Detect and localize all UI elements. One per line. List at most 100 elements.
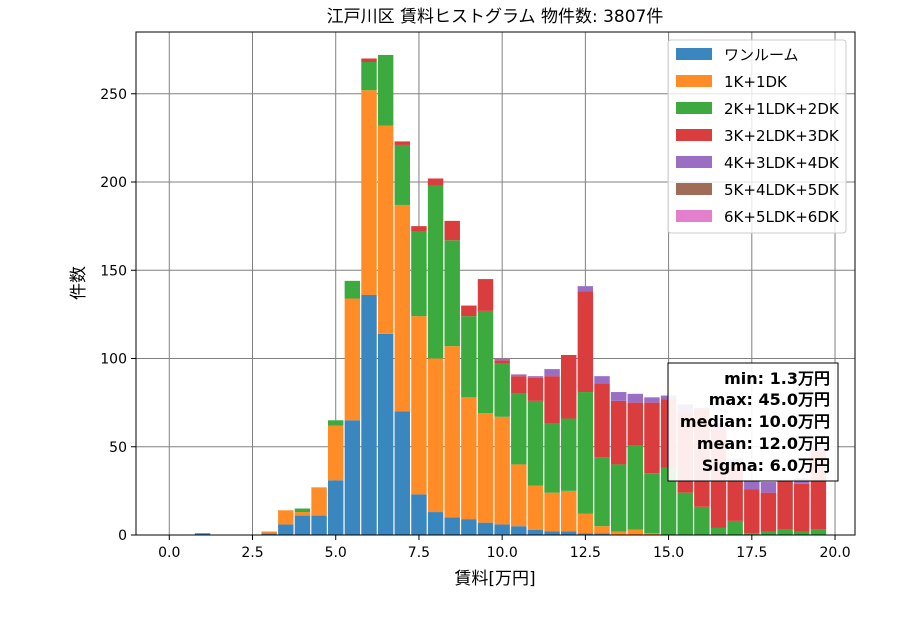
bar-segment	[328, 480, 344, 535]
legend-label: 2K+1LDK+2DK	[724, 100, 840, 118]
bar-segment	[527, 376, 544, 378]
legend-label: ワンルーム	[724, 46, 799, 64]
bar-segment	[594, 533, 610, 535]
bar-segment	[328, 425, 344, 481]
x-tick-label: 12.5	[570, 545, 601, 561]
bar-segment	[544, 423, 560, 493]
bar-segment	[261, 533, 277, 535]
bar-segment	[394, 144, 411, 205]
bar-segment	[610, 400, 627, 465]
bar-segment	[594, 376, 610, 384]
bar-segment	[344, 280, 361, 299]
stats-annotation: min: 1.3万円 max: 45.0万円 median: 10.0万円 me…	[667, 362, 839, 482]
stat-max: max: 45.0万円	[709, 390, 830, 409]
bar-segment	[511, 376, 527, 394]
bar-segment	[527, 485, 544, 530]
bar-segment	[494, 358, 510, 361]
legend-swatch	[676, 210, 712, 222]
bar-segment	[394, 411, 411, 535]
bar-segment	[794, 483, 810, 532]
bar-segment	[511, 374, 527, 377]
bar-segment	[561, 418, 577, 491]
bar-segment	[527, 377, 544, 401]
bar-segment	[294, 515, 311, 535]
bar-segment	[594, 526, 610, 534]
bar-segment	[527, 529, 544, 535]
x-tick-label: 15.0	[653, 545, 684, 561]
bar-segment	[361, 62, 377, 91]
bar-segment	[344, 420, 361, 535]
legend-label: 1K+1DK	[724, 73, 788, 91]
x-tick-label: 5.0	[325, 545, 347, 561]
x-tick-label: 2.5	[241, 545, 263, 561]
bar-segment	[361, 90, 377, 295]
bar-segment	[461, 305, 477, 317]
bar-segment	[377, 54, 394, 126]
x-tick-label: 0.0	[158, 545, 180, 561]
bar-segment	[394, 204, 411, 412]
bar-segment	[344, 298, 361, 421]
y-tick-label: 50	[109, 440, 127, 456]
bar-segment	[644, 402, 660, 474]
bar-segment	[294, 508, 311, 513]
bar-segment	[328, 420, 344, 426]
bar-segment	[427, 178, 444, 186]
bar-segment	[577, 392, 594, 514]
bar-segment	[561, 354, 577, 419]
bar-segment	[278, 510, 294, 525]
bar-segment	[427, 358, 444, 513]
legend-swatch	[676, 156, 712, 168]
legend-swatch	[676, 48, 712, 60]
bar-segment	[461, 519, 477, 535]
x-axis-ticks: 0.0 2.5 5.0 7.5 10.0 12.5 15.0 17.5 20.0	[158, 535, 851, 561]
bar-segment	[477, 413, 494, 523]
bar-segment	[561, 490, 577, 532]
bar-segment	[494, 363, 510, 417]
legend-label: 6K+5LDK+6DK	[724, 208, 840, 226]
bar-segment	[810, 529, 827, 535]
plot-frame	[135, 31, 856, 536]
legend-label: 3K+2LDK+3DK	[724, 127, 840, 145]
bar-segment	[444, 240, 460, 347]
bar-segment	[511, 464, 527, 527]
bar-segment	[610, 531, 627, 535]
bar-segment	[777, 480, 793, 530]
stat-median: median: 10.0万円	[680, 412, 830, 431]
bar-segment	[744, 533, 760, 535]
bar-segment	[444, 517, 460, 535]
y-tick-label: 100	[100, 352, 127, 368]
bar-segment	[594, 383, 610, 458]
bar-segment	[577, 513, 594, 534]
y-axis-label: 件数	[69, 266, 89, 300]
bar-segment	[627, 529, 644, 535]
legend-swatch	[676, 75, 712, 87]
bar-segment	[760, 482, 777, 493]
bar-segment	[644, 473, 660, 534]
x-tick-label: 17.5	[736, 545, 767, 561]
bar-segment	[544, 531, 560, 535]
bar-segment	[760, 531, 777, 535]
bar-segment	[194, 533, 211, 535]
bar-segment	[278, 524, 294, 535]
bar-segment	[511, 393, 527, 465]
bar-segment	[477, 279, 494, 311]
bar-segment	[660, 467, 677, 535]
bar-segment	[494, 360, 510, 364]
stat-mean: mean: 12.0万円	[697, 434, 830, 453]
x-tick-label: 10.0	[487, 545, 518, 561]
bar-segment	[627, 402, 644, 445]
bar-segment	[477, 310, 494, 414]
bar-segment	[744, 480, 760, 490]
bar-segment	[494, 524, 510, 535]
bar-segment	[394, 141, 411, 145]
bar-segment	[361, 58, 377, 62]
bar-segment	[610, 392, 627, 401]
bar-segment	[594, 457, 610, 527]
bar-segment	[610, 464, 627, 532]
bar-segment	[477, 522, 494, 535]
bar-segment	[577, 291, 594, 393]
bar-segment	[694, 506, 710, 535]
x-tick-label: 20.0	[819, 545, 850, 561]
bar-segment	[261, 531, 277, 534]
